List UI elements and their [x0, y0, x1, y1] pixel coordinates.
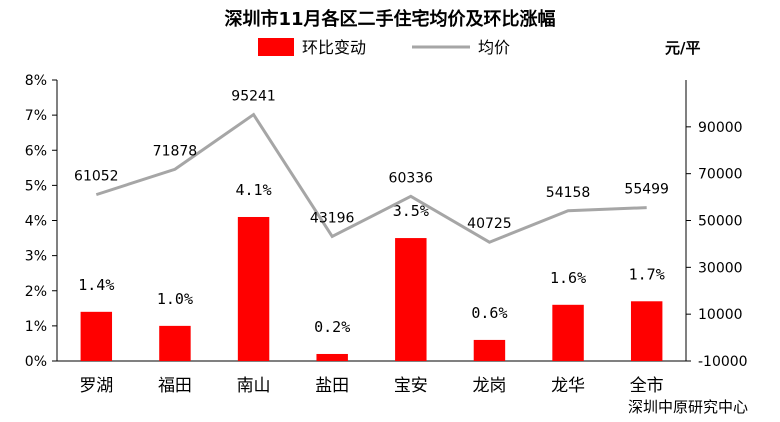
right-axis-ticks: -10000 10000 30000 50000 70000 90000: [686, 120, 748, 370]
right-tick-label: 50000: [698, 214, 743, 230]
right-tick-label: 30000: [698, 260, 743, 276]
category-label: 宝安: [394, 376, 428, 396]
bar: [395, 238, 427, 361]
bar-value-label: 4.1%: [236, 181, 272, 199]
source-note: 深圳中原研究中心: [628, 398, 748, 416]
bar-value-label: 1.6%: [550, 269, 586, 287]
price-value-label: 54158: [546, 185, 591, 201]
left-tick-label: 2%: [25, 284, 47, 300]
bar: [316, 353, 348, 361]
bar: [552, 304, 584, 361]
price-value-label: 43196: [310, 210, 355, 226]
left-axis-ticks: 0% 1% 2% 3% 4% 5% 6% 7% 8%: [25, 73, 57, 370]
bar: [237, 216, 270, 361]
price-line: [95, 112, 647, 244]
left-tick-label: 1%: [25, 319, 47, 335]
category-label: 福田: [158, 376, 192, 396]
legend-bar-swatch: [258, 38, 294, 56]
category-label: 盐田: [315, 376, 349, 396]
left-tick-label: 0%: [25, 354, 47, 370]
price-value-label: 55499: [624, 182, 669, 198]
bar: [473, 339, 506, 361]
right-axis-unit: 元/平: [665, 39, 700, 57]
price-value-label: 60336: [389, 170, 434, 186]
price-value-label: 95241: [231, 89, 276, 105]
price-value-label: 61052: [74, 169, 119, 185]
category-label: 龙岗: [472, 376, 506, 396]
line-series: [95, 112, 647, 244]
chart-title: 深圳市11月各区二手住宅均价及环比涨幅: [224, 8, 555, 30]
bar-value-label: 1.7%: [629, 265, 665, 283]
legend-line-label: 均价: [478, 38, 510, 57]
category-label: 罗湖: [79, 376, 113, 396]
category-label: 龙华: [551, 376, 585, 396]
price-value-label: 40725: [467, 216, 512, 232]
left-tick-label: 4%: [25, 214, 47, 230]
left-tick-label: 6%: [25, 143, 47, 159]
category-label: 南山: [237, 376, 271, 396]
right-tick-label: 90000: [698, 120, 743, 136]
bar-value-label: 3.5%: [393, 202, 429, 220]
bar: [159, 325, 191, 361]
right-tick-label: 10000: [698, 307, 743, 323]
right-tick-label: 70000: [698, 167, 743, 183]
price-labels: 61052 71878 95241 43196 60336 40725 54158 55499: [74, 89, 669, 233]
legend-bar-label: 环比变动: [302, 38, 366, 57]
left-tick-label: 5%: [25, 178, 47, 194]
category-labels: 罗湖 福田 南山 盐田 宝安 龙岗 龙华 全市: [79, 376, 663, 396]
bar-value-label: 1.4%: [78, 276, 114, 294]
bar-value-label: 0.6%: [471, 304, 507, 322]
price-value-label: 71878: [153, 143, 198, 159]
bar-value-label: 0.2%: [314, 318, 350, 336]
bar-labels: 1.4% 1.0% 4.1% 0.2% 3.5% 0.6% 1.6% 1.7%: [78, 181, 665, 336]
bar: [630, 301, 663, 361]
left-tick-label: 8%: [25, 73, 47, 89]
left-tick-label: 3%: [25, 249, 47, 265]
bar-value-label: 1.0%: [157, 290, 193, 308]
category-label: 全市: [630, 376, 664, 396]
bar-series: [80, 216, 663, 361]
bar: [80, 311, 113, 361]
right-tick-label: -10000: [698, 354, 748, 370]
left-tick-label: 7%: [25, 108, 47, 124]
